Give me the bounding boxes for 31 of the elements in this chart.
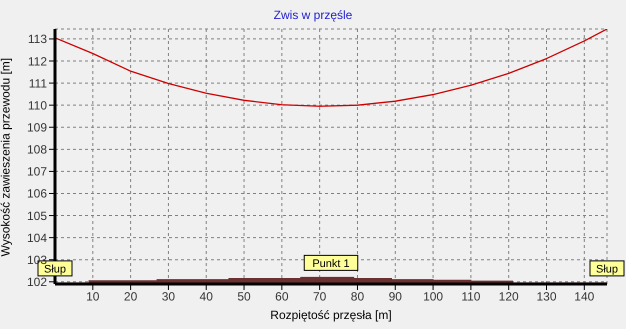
y-axis-title: Wysokość zawieszenia przewodu [m] <box>0 58 12 256</box>
x-tick-label: 70 <box>312 290 327 304</box>
x-tick-label: 140 <box>574 290 595 304</box>
x-tick-label: 110 <box>461 290 481 304</box>
chart-title: Zwis w przęśle <box>272 8 354 22</box>
x-tick-label: 10 <box>86 290 100 304</box>
annotation: Słup <box>44 263 66 276</box>
x-axis-title: Rozpiętość przęsła [m] <box>270 308 392 322</box>
x-tick-label: 80 <box>350 290 364 304</box>
x-tick-label: 30 <box>162 290 176 304</box>
y-tick-label: 110 <box>28 98 48 112</box>
y-tick-label: 108 <box>26 142 48 157</box>
x-tick-label: 90 <box>388 290 402 304</box>
y-tick-label: 105 <box>26 208 48 223</box>
x-tick-label: 60 <box>275 290 289 304</box>
x-tick-label: 40 <box>200 290 214 304</box>
x-tick-label: 120 <box>498 290 520 304</box>
y-tick-label: 113 <box>28 32 48 46</box>
y-tick-label: 109 <box>26 120 48 135</box>
x-tick-label: 20 <box>124 290 138 304</box>
y-tick-label: 107 <box>26 164 48 179</box>
y-tick-label: 104 <box>26 230 48 245</box>
x-tick-label: 130 <box>536 290 557 304</box>
x-tick-label: 100 <box>423 290 444 304</box>
x-tick-label: 50 <box>237 290 252 304</box>
annotation: Słup <box>596 263 618 276</box>
y-tick-label: 111 <box>28 76 48 90</box>
y-tick-label: 102 <box>26 275 48 290</box>
y-tick-label: 106 <box>26 186 48 201</box>
y-tick-label: 112 <box>28 54 48 68</box>
annotation: Punkt 1 <box>312 258 350 270</box>
